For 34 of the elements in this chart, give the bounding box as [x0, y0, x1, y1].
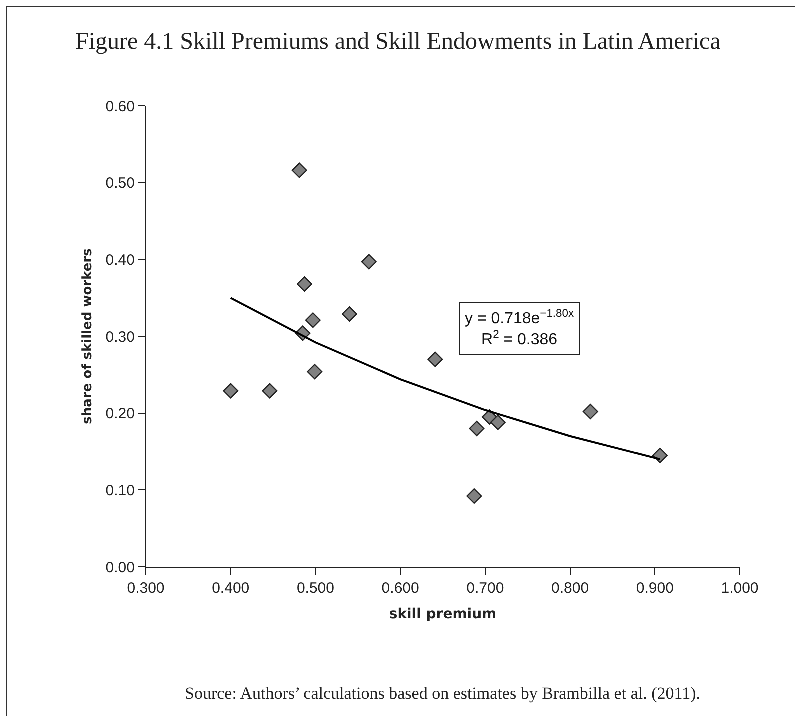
- chart-title: Figure 4.1 Skill Premiums and Skill Endowments in Latin America: [76, 29, 722, 56]
- y-tick-label: 0.00: [106, 559, 135, 576]
- point: [652, 448, 668, 464]
- x-tick-label: 1.000: [721, 580, 759, 597]
- point: [582, 404, 598, 420]
- x-axis-title: skill premium: [389, 606, 497, 622]
- point: [490, 414, 506, 430]
- x-tick-label: 0.900: [636, 580, 674, 597]
- x-tick-label: 0.700: [466, 580, 504, 597]
- point: [296, 276, 312, 292]
- source-note: Source: Authors’ calculations based on estimates by Brambilla et al. (2011).: [185, 684, 701, 703]
- y-tick-label: 0.30: [106, 328, 135, 346]
- point: [292, 162, 308, 178]
- point: [469, 420, 485, 436]
- y-axis-title: share of skilled workers: [80, 248, 96, 424]
- point: [361, 254, 377, 270]
- y-tick-label: 0.60: [106, 98, 135, 116]
- x-tick-label: 0.400: [212, 580, 250, 597]
- y-tick-label: 0.20: [106, 406, 135, 423]
- text: y = 0.718e$^{−1.80x}$ R$^{2}$ = 0.386: [465, 308, 574, 349]
- x-tick-label: 0.800: [552, 580, 590, 597]
- y-tick-label: 0.40: [106, 252, 135, 269]
- point: [307, 364, 323, 380]
- point: [262, 383, 278, 399]
- point: [466, 488, 482, 504]
- y-tick-label: 0.50: [106, 175, 135, 192]
- point: [428, 352, 444, 368]
- point: [223, 383, 239, 399]
- x-tick-label: 0.500: [296, 580, 334, 597]
- point: [305, 312, 321, 328]
- y-tick-label: 0.10: [106, 482, 135, 500]
- x-tick-label: 0.300: [127, 580, 165, 597]
- point: [342, 306, 358, 322]
- x-tick-label: 0.600: [382, 580, 420, 597]
